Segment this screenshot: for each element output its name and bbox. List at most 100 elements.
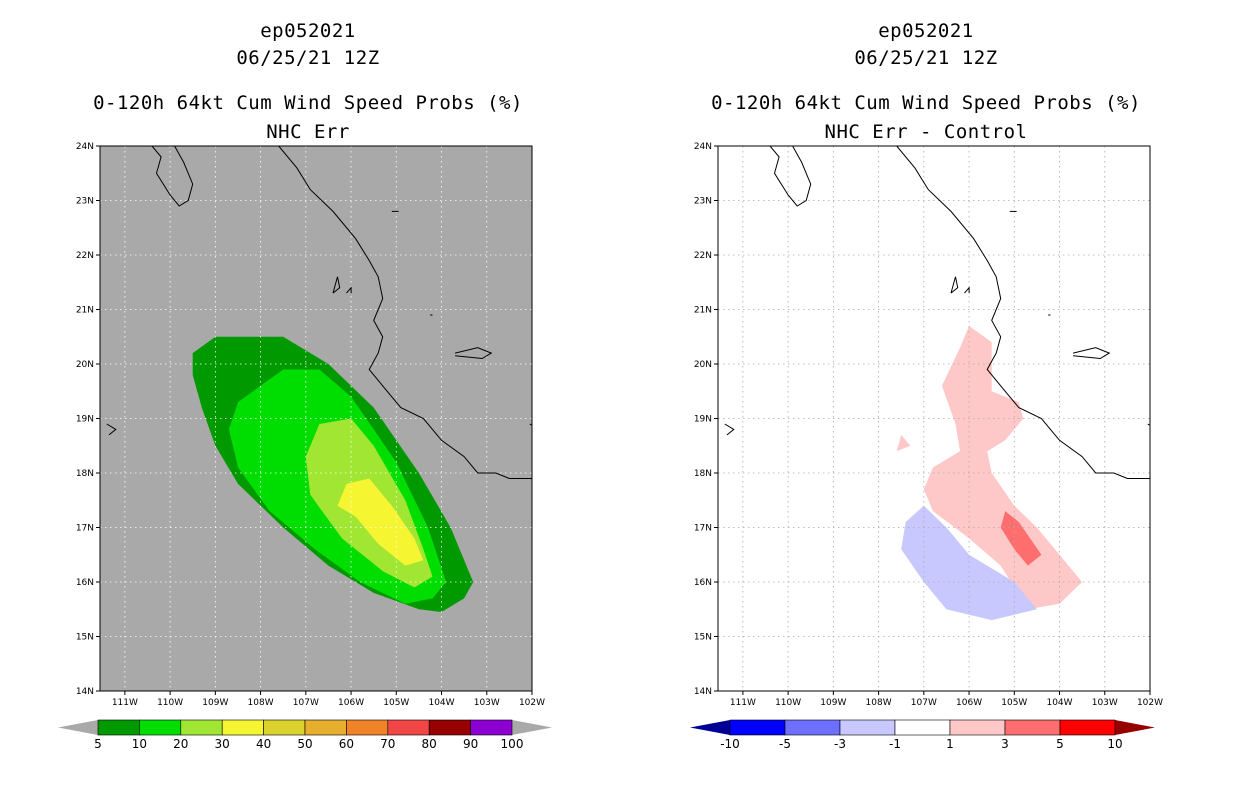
panel2-colorbar-label: -5	[779, 737, 791, 751]
panel2-ytick-label: 22N	[694, 251, 712, 261]
panel2-xtick-label: 102W	[1137, 698, 1163, 708]
panel2-xtick-label: 108W	[866, 698, 892, 708]
panel2-xtick-label: 110W	[775, 698, 801, 708]
panel2-colorbar-label: 1	[946, 737, 954, 751]
panel2-ytick-label: 19N	[694, 415, 712, 425]
panel1-xtick-label: 104W	[428, 698, 454, 708]
panel2-title-storm: ep052021	[878, 20, 974, 42]
panel2-colorbar-swatch	[729, 719, 786, 736]
panel2-contour-3	[1000, 511, 1042, 566]
panel2-colorbar-swatch	[839, 719, 896, 736]
panel1-coastline	[454, 347, 493, 360]
panel2-colorbar-swatch	[949, 719, 1006, 736]
panel2-colorbar-label: -10	[720, 737, 740, 751]
panel2-ytick-label: 20N	[694, 360, 712, 370]
panel2-ytick-label: 24N	[694, 142, 712, 152]
panel2-colorbar-swatch	[1059, 719, 1116, 736]
panel1-colorbar-swatch	[221, 719, 264, 736]
panel2-coastline	[950, 276, 959, 294]
panel1-title-subtitle: NHC Err	[266, 121, 350, 143]
panel2-colorbar-swatch	[894, 719, 951, 736]
panel1-colorbar-swatch	[304, 719, 347, 736]
panel1-colorbar-swatch	[428, 719, 471, 736]
panel1-ytick-label: 14N	[76, 687, 94, 697]
panel2-coastline	[1147, 423, 1150, 426]
panel2-colorbar-label: 10	[1107, 737, 1122, 751]
panel1-colorbar-swatch	[346, 719, 389, 736]
panel1-colorbar-label: 20	[173, 737, 188, 751]
panel1-coastline	[346, 286, 352, 294]
panel1-colorbar-swatch	[387, 719, 430, 736]
panel1-colorbar-label: 40	[256, 737, 271, 751]
panel1-colorbar-swatch	[97, 719, 140, 736]
panel2-xtick-label: 109W	[820, 698, 846, 708]
panel2-ytick-label: 23N	[694, 197, 712, 207]
panel1-title-product: 0-120h 64kt Cum Wind Speed Probs (%)	[93, 92, 523, 114]
panel1-coastline	[332, 276, 341, 294]
panel2-xtick-label: 107W	[911, 698, 937, 708]
panel1-xtick-label: 111W	[112, 698, 138, 708]
panel2-ytick-label: 16N	[694, 578, 712, 588]
panel1-xtick-label: 109W	[202, 698, 228, 708]
panel2-colorbar-end-right	[1115, 720, 1155, 735]
panel2-contour-2	[896, 434, 911, 452]
panel1-colorbar-swatch	[139, 719, 182, 736]
panel1-title-storm: ep052021	[260, 20, 356, 42]
panel1-colorbar-label: 5	[94, 737, 102, 751]
panel1-ytick-label: 17N	[76, 524, 94, 534]
panel1-colorbar-label: 90	[463, 737, 478, 751]
panel1-title-datetime: 06/25/21 12Z	[236, 47, 380, 69]
panel2-coastline	[724, 423, 735, 436]
panel1-coastline	[106, 423, 117, 436]
panel1-ytick-label: 23N	[76, 197, 94, 207]
panel1-colorbar-label: 10	[132, 737, 147, 751]
panel1-xtick-label: 102W	[519, 698, 545, 708]
panel1-ytick-label: 24N	[76, 142, 94, 152]
panel2-contour-4	[901, 505, 1037, 621]
panel1-xtick-label: 110W	[157, 698, 183, 708]
panel1-xtick-label: 105W	[383, 698, 409, 708]
panel1-colorbar-label: 60	[339, 737, 354, 751]
panel1-colorbar-label: 100	[501, 737, 524, 751]
panel2-xtick-label: 104W	[1046, 698, 1072, 708]
panel2-colorbar-label: 3	[1001, 737, 1009, 751]
panel2-colorbar	[690, 719, 1155, 736]
panel1-xtick-label: 107W	[293, 698, 319, 708]
panel1-ytick-label: 15N	[76, 633, 94, 643]
panel1-coastline	[151, 146, 194, 207]
panel1-colorbar-swatch	[470, 719, 513, 736]
panel1-ytick-label: 18N	[76, 469, 94, 479]
panel1-colorbar-label: 30	[215, 737, 230, 751]
panel1-xtick-label: 103W	[474, 698, 500, 708]
panel1-colorbar-end-left	[58, 720, 98, 735]
panel2-coastline	[769, 146, 812, 207]
panel1-coastline	[529, 423, 532, 426]
panel2-ytick-label: 14N	[694, 687, 712, 697]
panel1-colorbar-label: 50	[297, 737, 312, 751]
panel2-xtick-label: 103W	[1092, 698, 1118, 708]
panel1-colorbar-end-right	[512, 720, 552, 735]
panel1-map	[99, 145, 533, 692]
panel1-colorbar-label: 80	[422, 737, 437, 751]
panel1-ytick-label: 19N	[76, 415, 94, 425]
panel2-colorbar-label: 5	[1056, 737, 1064, 751]
panel2-xtick-label: 105W	[1001, 698, 1027, 708]
panel2-title-datetime: 06/25/21 12Z	[854, 47, 998, 69]
panel2-contour-1	[923, 325, 1083, 610]
panel2-xtick-label: 111W	[730, 698, 756, 708]
panel2-ytick-label: 18N	[694, 469, 712, 479]
panel1-colorbar-swatch	[263, 719, 306, 736]
panel1-colorbar-label: 70	[380, 737, 395, 751]
panel1-coastline	[278, 146, 532, 479]
panel2-xtick-label: 106W	[956, 698, 982, 708]
panel2-coastline	[896, 146, 1150, 479]
panel2-title-product: 0-120h 64kt Cum Wind Speed Probs (%)	[711, 92, 1141, 114]
panel2-coastline	[1072, 347, 1111, 360]
panel2-colorbar-end-left	[690, 720, 730, 735]
panel2-coastline	[964, 286, 970, 294]
panel2-colorbar-label: -1	[889, 737, 901, 751]
panel2-ytick-label: 17N	[694, 524, 712, 534]
panel1-ytick-label: 16N	[76, 578, 94, 588]
panel2-colorbar-label: -3	[834, 737, 846, 751]
